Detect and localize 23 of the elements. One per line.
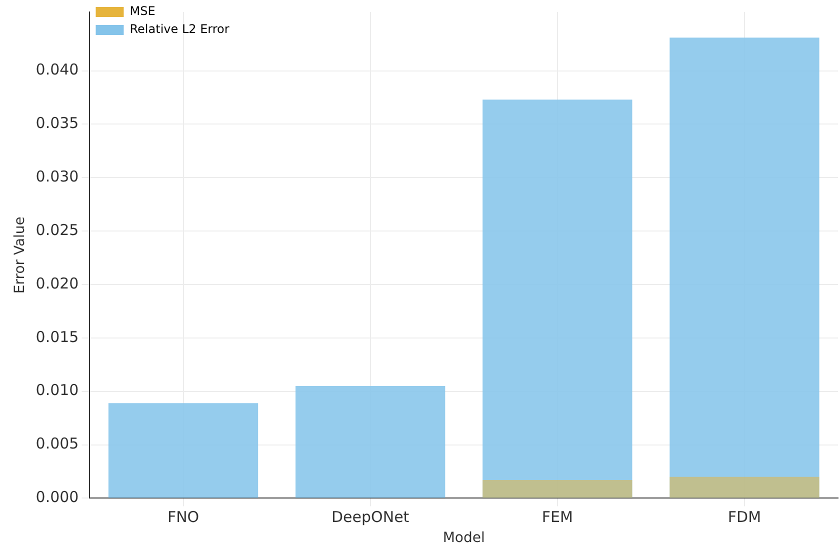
bar: [482, 480, 632, 498]
legend-label: Relative L2 Error: [130, 22, 230, 36]
x-tick-label: DeepONet: [332, 508, 410, 526]
y-tick-label: 0.025: [36, 220, 79, 239]
x-tick-label: FNO: [167, 508, 200, 526]
x-axis-title: Model: [442, 530, 485, 546]
bar: [296, 386, 446, 498]
y-tick-label: 0.005: [36, 434, 79, 453]
y-tick-label: 0.020: [36, 274, 79, 292]
y-tick-label: 0.015: [36, 328, 79, 346]
bar: [108, 403, 258, 498]
bar: [482, 100, 632, 498]
y-tick-label: 0.035: [36, 114, 79, 132]
bar: [670, 476, 820, 498]
y-tick-label: 0.040: [36, 60, 79, 79]
y-tick-label: 0.030: [36, 168, 79, 186]
y-tick-label: 0.010: [36, 381, 79, 400]
bar: [670, 38, 820, 498]
x-tick-label: FEM: [542, 508, 573, 526]
y-tick-label: 0.000: [36, 488, 79, 506]
legend-label: MSE: [130, 4, 156, 18]
y-axis-title: Error Value: [12, 216, 28, 294]
x-tick-label: FDM: [728, 508, 762, 526]
